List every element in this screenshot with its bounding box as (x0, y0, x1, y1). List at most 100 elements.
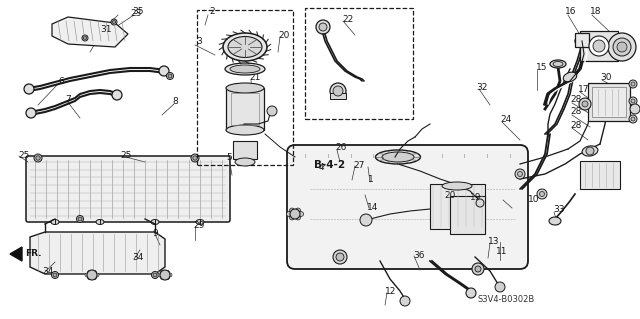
Circle shape (289, 208, 294, 213)
Bar (580, 31, 618, 61)
Circle shape (472, 263, 484, 275)
Text: 10: 10 (528, 196, 540, 204)
Circle shape (333, 250, 347, 264)
Ellipse shape (582, 146, 598, 156)
Circle shape (88, 276, 92, 279)
Text: 11: 11 (496, 247, 508, 256)
Text: FR.: FR. (25, 249, 42, 258)
Circle shape (476, 199, 484, 207)
Text: 29: 29 (193, 220, 204, 229)
Circle shape (166, 271, 170, 274)
Text: 35: 35 (132, 8, 143, 17)
Circle shape (537, 189, 547, 199)
Ellipse shape (442, 182, 472, 190)
Circle shape (161, 271, 164, 274)
Text: 6: 6 (58, 78, 64, 86)
Circle shape (582, 33, 586, 38)
Circle shape (466, 288, 476, 298)
Circle shape (582, 101, 588, 107)
Circle shape (582, 55, 586, 60)
Circle shape (24, 84, 34, 94)
Circle shape (611, 55, 616, 60)
Bar (226, 88, 264, 130)
Circle shape (160, 270, 170, 280)
Circle shape (298, 211, 303, 217)
Circle shape (95, 273, 99, 277)
Circle shape (631, 99, 635, 103)
Text: 3: 3 (196, 38, 202, 47)
Circle shape (51, 271, 58, 278)
Ellipse shape (550, 60, 566, 68)
Circle shape (53, 273, 57, 277)
Text: 13: 13 (488, 238, 499, 247)
Text: 14: 14 (367, 203, 378, 211)
Circle shape (608, 33, 636, 61)
Text: 25: 25 (18, 151, 29, 160)
Ellipse shape (235, 158, 255, 166)
Ellipse shape (151, 219, 159, 225)
FancyBboxPatch shape (287, 145, 528, 269)
Circle shape (161, 276, 164, 279)
Circle shape (316, 20, 330, 34)
Circle shape (296, 208, 301, 213)
Text: 34: 34 (42, 268, 53, 277)
Circle shape (631, 117, 635, 121)
Circle shape (333, 86, 343, 96)
Text: 12: 12 (385, 287, 396, 296)
Circle shape (289, 215, 294, 220)
Circle shape (586, 147, 594, 155)
Text: 8: 8 (172, 98, 178, 107)
Circle shape (360, 214, 372, 226)
Ellipse shape (575, 36, 589, 46)
Circle shape (85, 273, 89, 277)
Ellipse shape (196, 219, 204, 225)
Circle shape (93, 276, 97, 279)
Text: 25: 25 (120, 151, 131, 160)
Circle shape (612, 33, 616, 36)
Circle shape (631, 82, 635, 86)
Circle shape (579, 98, 591, 110)
Ellipse shape (226, 125, 264, 135)
Circle shape (296, 215, 301, 220)
Circle shape (589, 36, 609, 56)
Text: 20: 20 (278, 32, 289, 41)
Circle shape (153, 273, 157, 277)
Ellipse shape (223, 33, 267, 61)
Circle shape (166, 72, 173, 79)
Text: 27: 27 (353, 160, 364, 169)
Polygon shape (52, 17, 128, 47)
Bar (305, 8, 413, 119)
Circle shape (77, 216, 83, 222)
Circle shape (630, 104, 640, 114)
Circle shape (629, 97, 637, 105)
Text: 28: 28 (570, 108, 581, 116)
Bar (197, 10, 293, 165)
Ellipse shape (376, 150, 420, 164)
Ellipse shape (51, 219, 59, 225)
Polygon shape (30, 232, 165, 274)
Circle shape (319, 23, 327, 31)
Circle shape (152, 271, 159, 278)
Bar (588, 83, 630, 121)
Circle shape (330, 83, 346, 99)
Text: 5: 5 (226, 152, 232, 161)
Text: 19: 19 (470, 194, 481, 203)
Text: 28: 28 (570, 121, 581, 130)
Circle shape (540, 191, 545, 197)
Text: 21: 21 (249, 73, 260, 83)
Circle shape (612, 56, 616, 58)
FancyBboxPatch shape (26, 156, 230, 222)
Text: 31: 31 (100, 26, 111, 34)
Bar (330, 93, 346, 99)
Circle shape (26, 108, 36, 118)
Ellipse shape (382, 152, 414, 162)
Circle shape (88, 271, 92, 274)
Bar (233, 141, 257, 159)
Ellipse shape (96, 219, 104, 225)
Ellipse shape (553, 62, 563, 66)
Circle shape (82, 35, 88, 41)
Text: 16: 16 (565, 8, 577, 17)
Circle shape (617, 42, 627, 52)
Bar (231, 93, 259, 125)
Circle shape (158, 273, 162, 277)
